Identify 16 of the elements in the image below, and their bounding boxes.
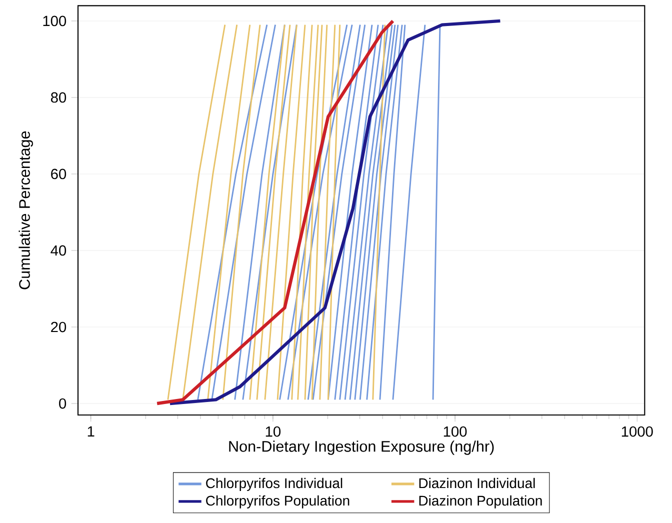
y-tick-label: 40: [50, 245, 66, 256]
y-tick-label: 100: [43, 16, 66, 26]
y-tick-label: 20: [51, 322, 66, 332]
x-tick-label: 1000: [622, 426, 653, 437]
x-axis-title: Non-Dietary Ingestion Exposure (ng/hr): [229, 440, 494, 455]
x-tick-label: 100: [444, 426, 467, 437]
legend-label: Chlorpyrifos Individual: [206, 478, 342, 491]
y-tick-label: 60: [51, 168, 66, 180]
y-tick-label: 0: [59, 398, 66, 409]
legend-label: Diazinon Individual: [419, 478, 535, 488]
legend-label: Diazinon Population: [419, 495, 542, 508]
y-tick-label: 80: [50, 92, 66, 103]
x-tick-label: 1: [88, 426, 94, 436]
y-axis-title: Cumulative Percentage: [18, 131, 33, 290]
legend-label: Chlorpyrifos Population: [206, 495, 350, 508]
x-tick-label: 10: [266, 426, 281, 437]
